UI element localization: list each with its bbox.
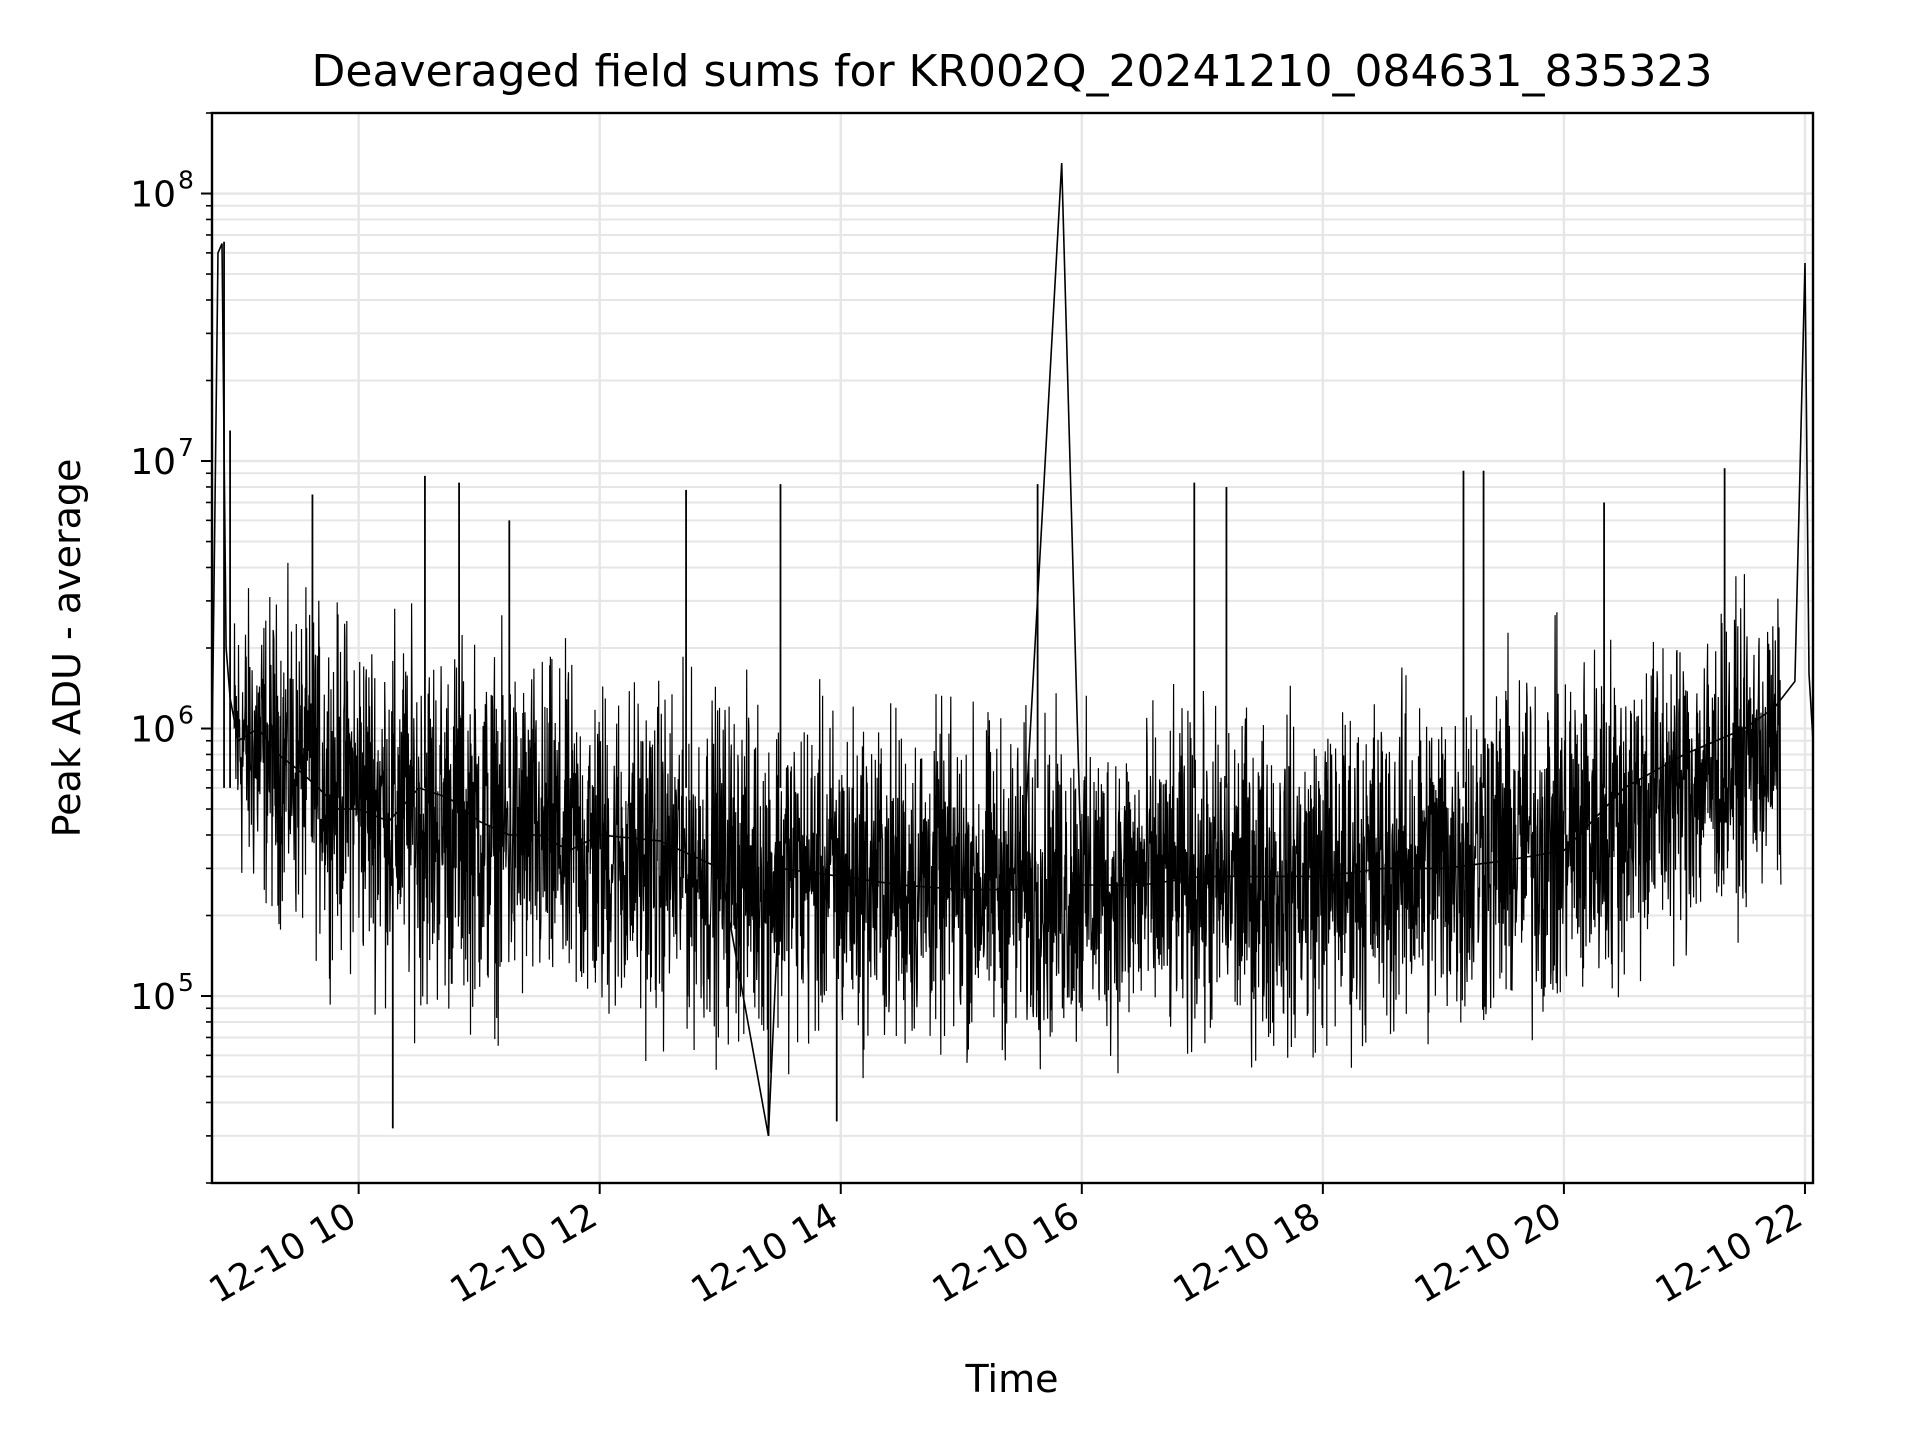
noise-trace bbox=[233, 562, 1782, 1079]
y-tick-label: 10 bbox=[130, 175, 176, 216]
y-tick-exponent: 6 bbox=[178, 701, 194, 730]
y-tick-exponent: 8 bbox=[178, 166, 194, 195]
y-tick-label: 10 bbox=[130, 442, 176, 483]
y-tick-exponent: 7 bbox=[178, 433, 194, 462]
series-line bbox=[211, 162, 1814, 1137]
y-tick-label: 10 bbox=[130, 710, 176, 751]
y-tick-exponent: 5 bbox=[178, 968, 194, 997]
grid-layer bbox=[212, 112, 1813, 1184]
chart-title: Deaveraged field sums for KR002Q_2024121… bbox=[312, 46, 1713, 97]
y-axis-label: Peak ADU - average bbox=[45, 459, 89, 838]
x-axis-label: Time bbox=[965, 1357, 1059, 1401]
plot-area bbox=[211, 162, 1814, 1137]
y-tick-label: 10 bbox=[130, 977, 176, 1018]
